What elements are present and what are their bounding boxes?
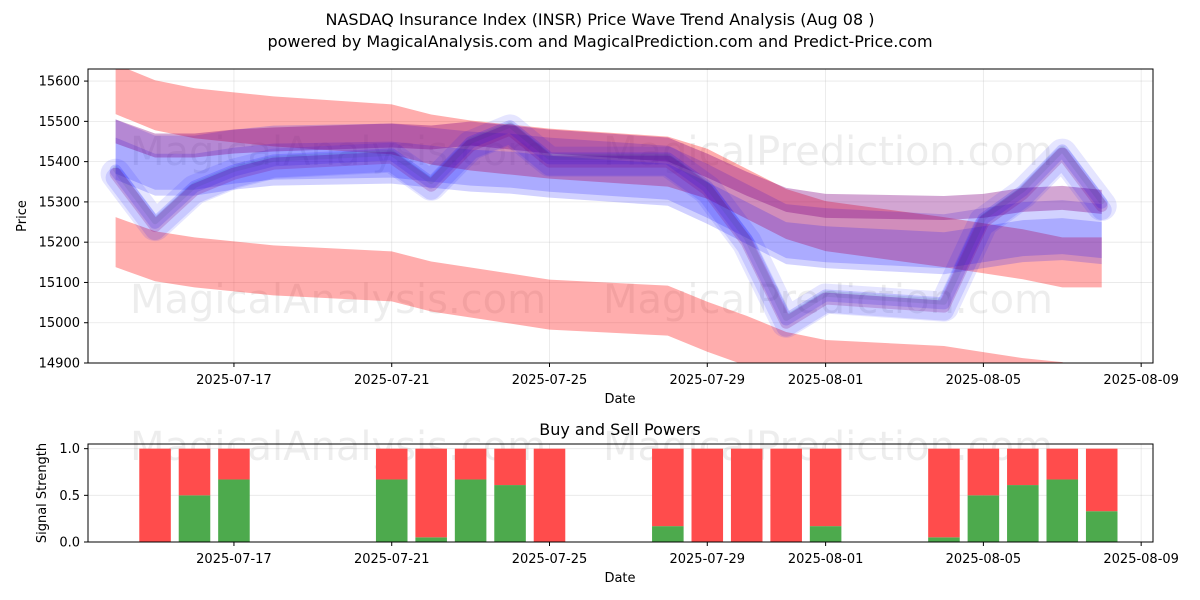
buy-power-bar — [218, 479, 250, 542]
buy-power-bar — [415, 537, 447, 542]
price-y-tick-label: 15100 — [39, 276, 80, 291]
price-x-tick-label: 2025-07-21 — [354, 373, 430, 388]
sell-power-bar — [375, 448, 408, 480]
price-x-axis-label: Date — [604, 392, 635, 407]
buy-power-bar — [652, 526, 684, 542]
signal-x-tick-label: 2025-08-01 — [788, 552, 864, 567]
sell-power-bar — [139, 448, 171, 542]
price-y-tick-label: 15500 — [39, 115, 80, 130]
chart-title-line2: powered by MagicalAnalysis.com and Magic… — [267, 32, 932, 51]
blue-trend-band-inner — [115, 137, 1102, 269]
sell-power-bar — [1085, 448, 1118, 512]
price-x-tick-label: 2025-07-17 — [196, 373, 272, 388]
buy-power-bar — [494, 485, 526, 542]
sell-power-bar — [454, 448, 487, 480]
signal-x-tick-label: 2025-08-09 — [1103, 552, 1179, 567]
buy-power-bar — [1046, 479, 1079, 542]
price-y-tick-label: 15600 — [39, 75, 80, 90]
signal-panel-title: Buy and Sell Powers — [539, 420, 701, 439]
sell-power-bar — [967, 448, 1000, 496]
price-y-ticks: 14900 15000 15100 15200 15300 15400 15500 15600 — [39, 75, 88, 372]
signal-panel: Buy and Sell Powers MagicalAnalysis.com … — [35, 420, 1179, 586]
signal-bars — [139, 448, 1118, 542]
signal-y-axis-label: Signal Strength — [35, 443, 50, 543]
price-wave-wide — [100, 114, 1117, 338]
sell-power-bar — [730, 448, 763, 542]
price-x-ticks: 2025-07-17 2025-07-21 2025-07-25 2025-07-29… — [196, 363, 1179, 388]
sell-power-bar — [770, 448, 802, 542]
green-wave-line — [112, 121, 1105, 321]
price-axes-frame — [87, 68, 1154, 364]
signal-y-tick-label: 1.0 — [59, 442, 80, 457]
price-y-axis-label: Price — [15, 200, 30, 232]
price-bands — [100, 69, 1117, 363]
sell-power-bar — [928, 448, 960, 538]
watermark-prediction-mid: MagicalPrediction.com — [603, 277, 1053, 323]
signal-x-axis-label: Date — [604, 571, 635, 586]
price-wave-purple — [109, 123, 1108, 329]
price-grid — [88, 69, 1153, 364]
price-panel: MagicalAnalysis.com MagicalPrediction.co… — [15, 68, 1179, 407]
purple-trend-band — [115, 119, 1102, 220]
watermark-analysis-top: MagicalAnalysis.com — [130, 129, 546, 175]
signal-x-tick-label: 2025-07-29 — [669, 552, 745, 567]
watermark-prediction-top: MagicalPrediction.com — [603, 129, 1053, 175]
lower-red-band — [115, 217, 1065, 363]
sell-power-bar — [652, 448, 684, 527]
buy-power-bar — [1007, 485, 1039, 542]
sell-power-bar — [415, 448, 447, 538]
upper-red-band — [115, 69, 1102, 288]
price-y-tick-label: 14900 — [39, 357, 80, 372]
sell-power-bar — [1007, 448, 1039, 486]
signal-y-tick-label: 0.0 — [59, 536, 80, 551]
price-x-tick-label: 2025-08-01 — [788, 373, 864, 388]
sell-power-bar — [691, 448, 724, 542]
signal-x-tick-label: 2025-07-25 — [512, 552, 588, 567]
price-y-tick-label: 15400 — [39, 155, 80, 170]
price-x-tick-label: 2025-08-09 — [1103, 373, 1179, 388]
price-x-tick-label: 2025-07-29 — [669, 373, 745, 388]
buy-power-bar — [1085, 511, 1118, 542]
price-wave-mid — [105, 123, 1112, 337]
price-watermarks: MagicalAnalysis.com MagicalPrediction.co… — [130, 129, 1053, 323]
signal-y-ticks: 0.0 0.5 1.0 — [59, 442, 88, 551]
sell-power-bar — [533, 448, 566, 542]
price-y-tick-label: 15300 — [39, 195, 80, 210]
price-x-tick-label: 2025-07-25 — [512, 373, 588, 388]
buy-power-bar — [375, 479, 408, 542]
buy-power-bar — [454, 479, 487, 542]
buy-power-bar — [928, 537, 960, 542]
sell-power-bar — [1046, 448, 1079, 480]
signal-axes-frame — [87, 443, 1154, 543]
price-wave-narrow — [109, 120, 1108, 326]
price-y-tick-label: 15200 — [39, 236, 80, 251]
buy-power-bar — [967, 495, 1000, 542]
signal-x-ticks: 2025-07-17 2025-07-21 2025-07-25 2025-07-29… — [196, 542, 1179, 567]
signal-x-tick-label: 2025-07-17 — [196, 552, 272, 567]
blue-trend-band-wide — [115, 119, 1102, 275]
sell-power-bar — [809, 448, 842, 527]
chart-title-line1: NASDAQ Insurance Index (INSR) Price Wave… — [326, 10, 875, 29]
sell-power-bar — [178, 448, 211, 496]
sell-power-bar — [218, 448, 250, 480]
sell-power-bar — [494, 448, 526, 486]
price-x-tick-label: 2025-08-05 — [946, 373, 1022, 388]
watermark-analysis-mid: MagicalAnalysis.com — [130, 277, 546, 323]
price-y-tick-label: 15000 — [39, 316, 80, 331]
buy-power-bar — [178, 495, 211, 542]
signal-x-tick-label: 2025-07-21 — [354, 552, 430, 567]
signal-y-tick-label: 0.5 — [59, 489, 80, 504]
signal-x-tick-label: 2025-08-05 — [946, 552, 1022, 567]
buy-power-bar — [809, 526, 842, 542]
